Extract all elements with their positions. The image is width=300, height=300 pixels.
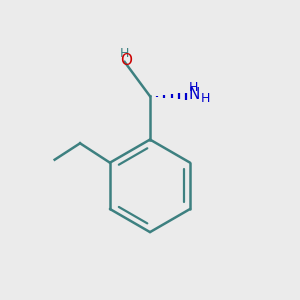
Text: O: O	[120, 52, 132, 68]
Text: H: H	[189, 81, 199, 94]
Text: N: N	[189, 87, 200, 102]
Text: H: H	[201, 92, 211, 105]
Text: H: H	[120, 47, 129, 60]
